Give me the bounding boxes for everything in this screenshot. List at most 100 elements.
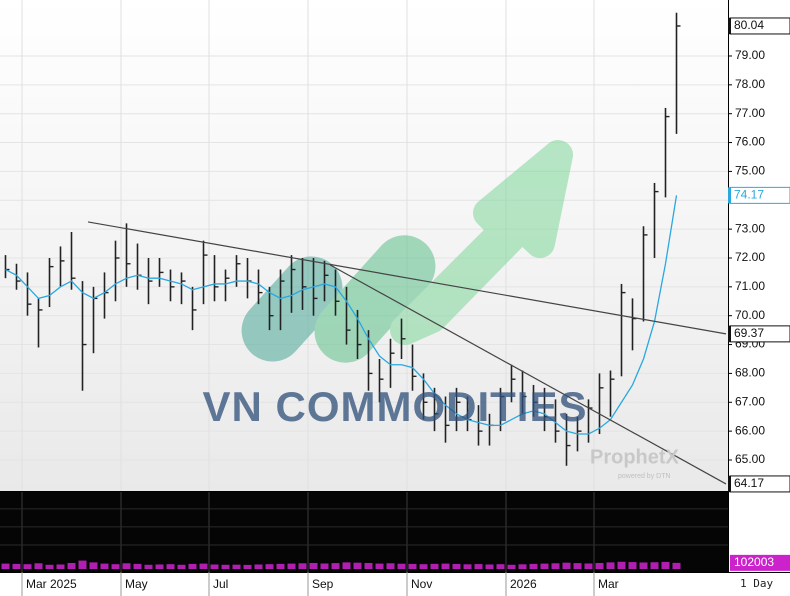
price-label-flag (728, 325, 731, 342)
volume-bar (342, 562, 351, 569)
x-tick-label: Mar (598, 577, 619, 591)
volume-bar (375, 563, 384, 569)
volume-bar (111, 564, 120, 569)
volume-bar (100, 563, 109, 569)
volume-bar (672, 562, 681, 569)
volume-bar (276, 563, 285, 569)
volume-bar (309, 562, 318, 569)
y-tick-label: 70.00 (735, 308, 765, 322)
volume-bar (496, 564, 505, 569)
volume-bar (551, 563, 560, 569)
volume-bar (540, 563, 549, 569)
volume-bar (12, 563, 21, 569)
volume-bar (628, 562, 637, 569)
volume-tick-label: 400000 (738, 537, 778, 551)
volume-bar (397, 563, 406, 569)
x-tick-label: Mar 2025 (26, 577, 77, 591)
y-tick-label: 67.00 (735, 394, 765, 408)
volume-bar (573, 563, 582, 569)
trendline (329, 264, 727, 485)
volume-bar (298, 563, 307, 569)
volume-bar (210, 564, 219, 569)
x-tick-label: Nov (411, 577, 432, 591)
volume-bar (441, 563, 450, 569)
volume-bar (617, 561, 626, 569)
volume-bar (155, 564, 164, 569)
y-tick-label: 76.00 (735, 135, 765, 149)
trendline (87, 221, 727, 335)
y-tick-label: 65.00 (735, 452, 765, 466)
volume-bar (584, 563, 593, 569)
volume-bar (452, 563, 461, 569)
volume-bar (232, 564, 241, 569)
volume-bar (518, 564, 527, 569)
volume-bar (199, 563, 208, 569)
price-label: 80.04 (734, 18, 764, 32)
x-tick-label: Jul (213, 577, 228, 591)
volume-bar (34, 563, 43, 569)
volume-bar (1, 563, 10, 569)
volume-bar (463, 564, 472, 569)
volume-bar (661, 561, 670, 569)
volume-bar (562, 562, 571, 569)
volume-bar (364, 562, 373, 569)
volume-bar (188, 563, 197, 569)
volume-bar (287, 563, 296, 569)
x-tick-label: Sep (312, 577, 334, 591)
volume-bar (331, 563, 340, 569)
price-label-flag (728, 17, 731, 34)
volume-bar (408, 563, 417, 569)
volume-bar (144, 564, 153, 569)
price-label: 69.37 (734, 326, 764, 340)
volume-bar (485, 564, 494, 569)
price-label-flag (728, 475, 731, 492)
volume-bar (419, 564, 428, 569)
volume-bar (254, 564, 263, 569)
volume-bar (243, 564, 252, 569)
volume-bar (133, 563, 142, 569)
volume-bar (386, 563, 395, 569)
y-tick-label: 79.00 (735, 48, 765, 62)
volume-bar (23, 564, 32, 569)
volume-bar (639, 562, 648, 569)
x-axis-panel (0, 572, 790, 596)
volume-bar (529, 563, 538, 569)
logo-arrow (390, 140, 573, 345)
volume-bar (430, 563, 439, 569)
x-tick-label: 2026 (510, 577, 537, 591)
moving-average (5, 195, 678, 435)
volume-bar (265, 564, 274, 569)
volume-tick-label: 1000000 (738, 501, 785, 515)
volume-bar (177, 564, 186, 569)
logo-bar (314, 235, 436, 363)
y-tick-label: 78.00 (735, 77, 765, 91)
volume-bar (122, 563, 131, 569)
volume-bar (650, 562, 659, 569)
volume-bar (320, 563, 329, 569)
volume-bar (606, 562, 615, 569)
y-tick-label: 71.00 (735, 279, 765, 293)
volume-marker-label: 102003 (734, 555, 774, 569)
volume-marker-box (730, 554, 790, 571)
logo-text: ProphetX (590, 446, 680, 468)
volume-bar (507, 564, 516, 569)
volume-bar (353, 562, 362, 569)
volume-bar (89, 562, 98, 569)
volume-panel (0, 491, 728, 572)
y-tick-label: 66.00 (735, 423, 765, 437)
price-label: 74.17 (734, 188, 764, 202)
volume-bar (45, 564, 54, 569)
volume-bar (78, 560, 87, 569)
y-tick-label: 68.00 (735, 366, 765, 380)
price-label-flag (728, 187, 731, 204)
logo-subtext: powered by DTN (618, 473, 671, 480)
volume-bar (595, 562, 604, 569)
volume-bar (166, 564, 175, 569)
y-tick-label: 73.00 (735, 221, 765, 235)
y-tick-label: 75.00 (735, 164, 765, 178)
volume-bar (474, 564, 483, 569)
volume-bar (56, 564, 65, 569)
price-label: 64.17 (734, 476, 764, 490)
interval-label: 1 Day (740, 577, 773, 590)
